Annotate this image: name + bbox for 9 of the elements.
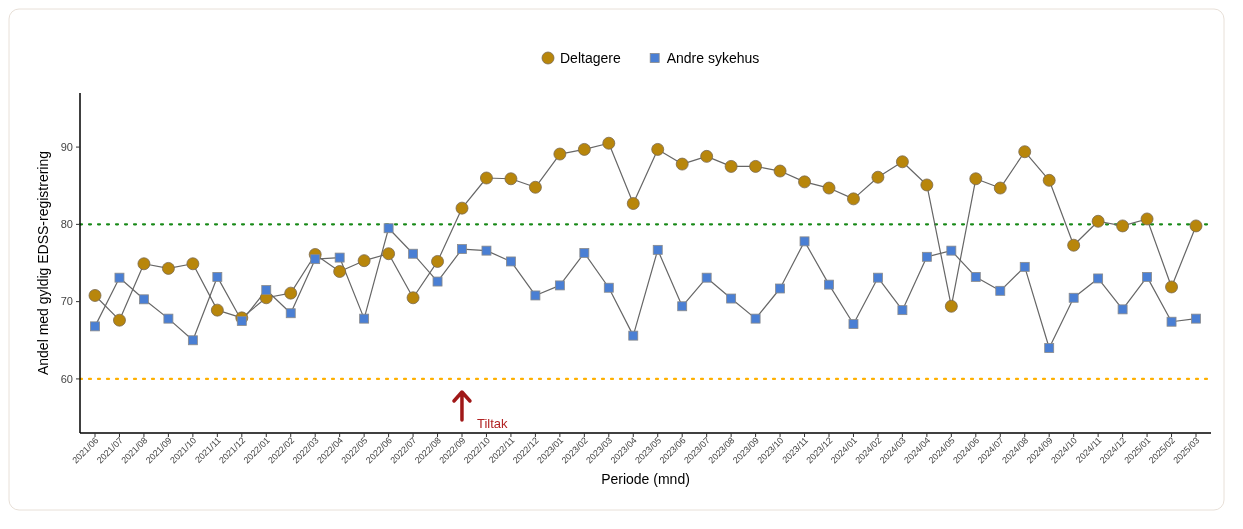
y-tick-label: 60 — [60, 372, 73, 385]
y-tick-label: 80 — [60, 218, 73, 231]
annotation: Tiltak — [476, 416, 509, 431]
y-tick-label: 70 — [60, 295, 73, 308]
legend-label: Deltagere — [560, 49, 621, 66]
y-tick-label: 90 — [60, 140, 73, 153]
y-axis-title: Andel med gyldig EDSS-registrering — [35, 150, 51, 376]
legend-label: Andre sykehus — [666, 49, 760, 66]
x-axis-title: Periode (mnd) — [601, 471, 690, 487]
